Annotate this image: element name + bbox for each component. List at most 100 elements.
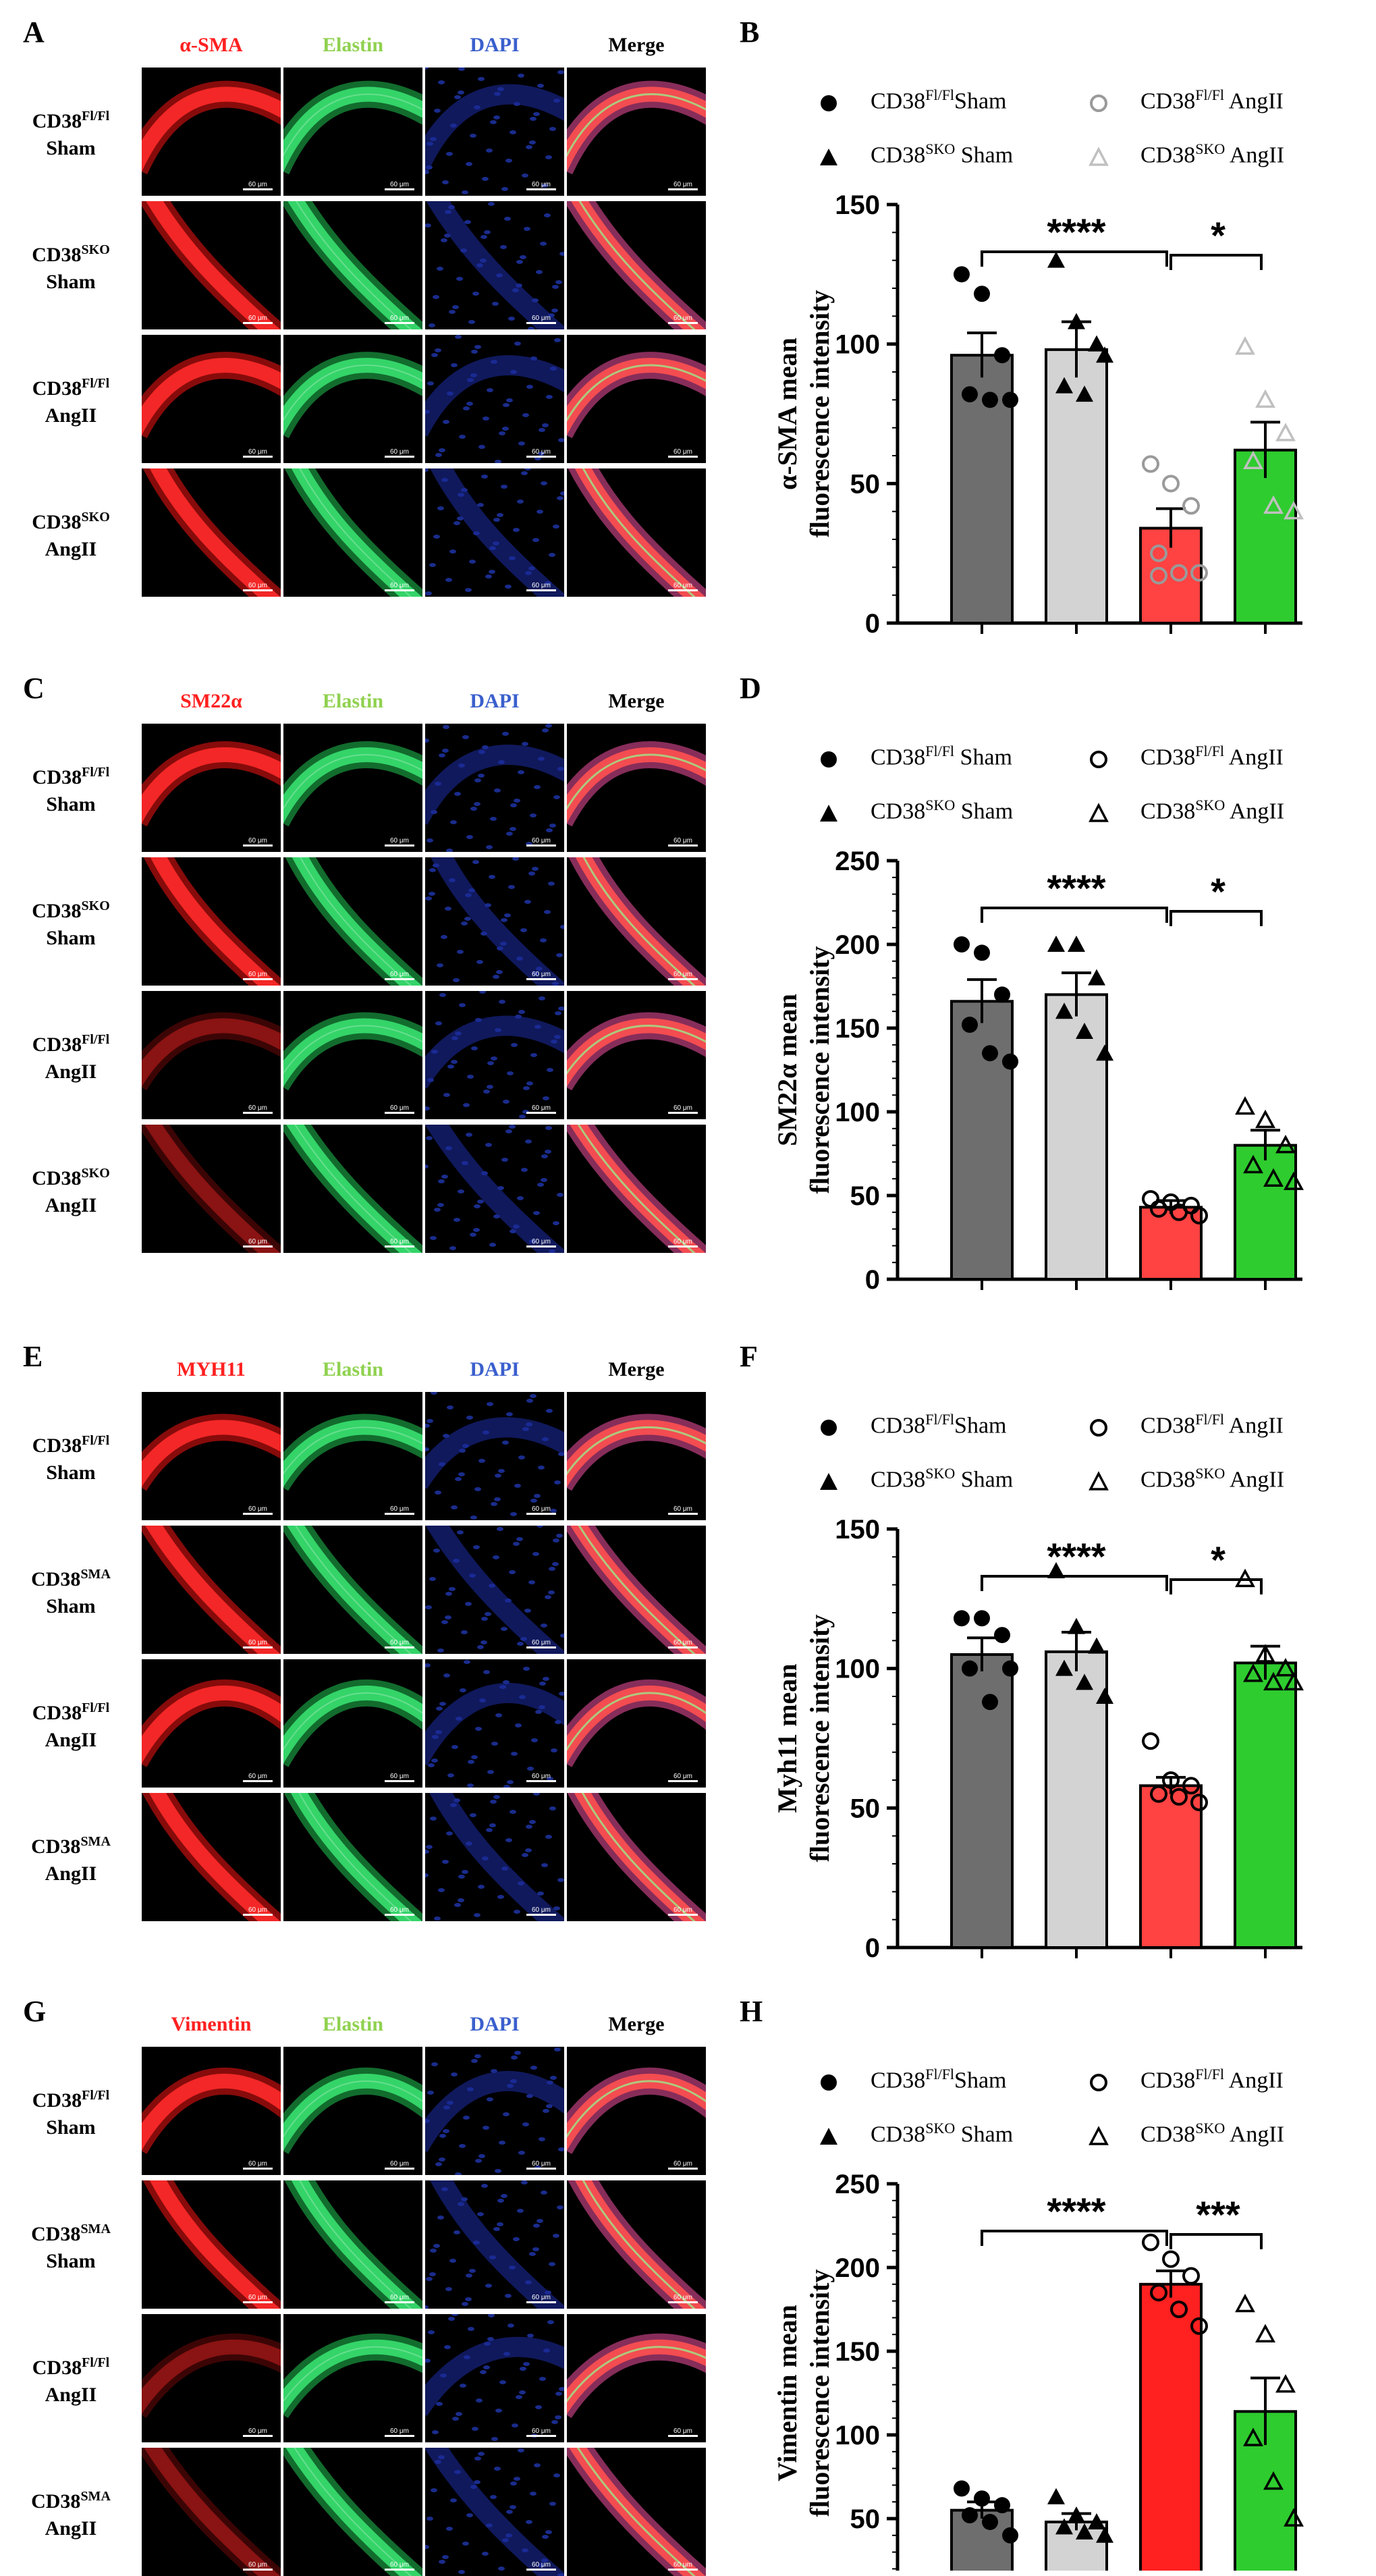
row-label-sup: Fl/Fl (82, 376, 110, 391)
data-point (1088, 1637, 1105, 1654)
scale-bar-label: 60 μm (248, 1773, 267, 1780)
y-tick-label: 250 (835, 847, 880, 876)
y-tick-label: 100 (835, 1098, 880, 1127)
legend-marker-icon (820, 148, 837, 165)
micrograph-image: 60 μm (283, 1526, 422, 1654)
scale-bar: 60 μm (668, 181, 698, 190)
scale-bar-label: 60 μm (532, 1906, 551, 1914)
legend-marker-icon (821, 95, 837, 111)
significance-label: *** (1196, 2193, 1240, 2236)
legend-label: CD38 (871, 799, 926, 824)
scale-bar-label: 60 μm (248, 1639, 267, 1646)
micrograph-image: 60 μm (283, 991, 422, 1119)
scale-bar-label: 60 μm (673, 837, 692, 844)
scale-bar-label: 60 μm (248, 2427, 267, 2435)
micrograph-image: 60 μm (425, 857, 564, 986)
data-point (1055, 1002, 1073, 1019)
row-label-condition: Sham (46, 793, 96, 815)
scale-bar-label: 60 μm (532, 315, 551, 322)
scale-bar: 60 μm (385, 1505, 414, 1515)
data-point (1150, 1200, 1167, 1218)
row-label-condition: Sham (46, 271, 96, 293)
data-point (962, 386, 978, 403)
legend-label-rest: AngII (1225, 142, 1285, 168)
scale-bar: 60 μm (385, 2561, 414, 2571)
micrograph-image: 60 μm (283, 2047, 422, 2175)
y-tick-label: 0 (865, 609, 880, 639)
legend-marker-icon (1090, 1418, 1107, 1437)
column-header: SM22α (180, 690, 242, 712)
bar (1234, 1144, 1297, 1281)
data-point (1255, 1644, 1275, 1663)
legend-marker-icon (1089, 2125, 1109, 2145)
legend-label-sup: Fl/Fl (1195, 86, 1225, 103)
row-label-base: CD38 (32, 2357, 82, 2379)
data-point (962, 1660, 978, 1677)
row-label: CD38SKO AngII (7, 1160, 135, 1219)
panel-letter: A (23, 16, 45, 49)
data-point (1243, 1154, 1263, 1174)
scale-bar-label: 60 μm (248, 837, 267, 844)
data-point (1142, 455, 1159, 473)
data-point (1170, 564, 1188, 582)
micrograph-image: 60 μm (425, 2047, 564, 2175)
data-point (962, 1017, 978, 1034)
column-header: DAPI (470, 1358, 520, 1380)
scale-bar: 60 μm (385, 1238, 414, 1247)
micrograph-image: 60 μm (425, 1526, 564, 1654)
data-point (994, 347, 1010, 364)
y-tick-label: 200 (835, 2253, 880, 2283)
micrograph-image: 60 μm (142, 991, 281, 1119)
legend-marker-icon (820, 2127, 837, 2145)
data-point (1235, 1096, 1255, 1115)
legend-label-rest: Sham (955, 2122, 1014, 2147)
legend-label-sup: Fl/Fl (1195, 2066, 1225, 2083)
legend-item: CD38Fl/Fl AngII (1086, 743, 1284, 772)
data-point (1235, 1568, 1255, 1588)
legend-label-rest: Sham (954, 2068, 1007, 2093)
data-point (1170, 2301, 1188, 2318)
row-label: CD38SMA AngII (7, 2483, 135, 2542)
legend-label: CD38 (1140, 1413, 1196, 1439)
scale-bar: 60 μm (526, 1639, 556, 1648)
micrograph-image: 60 μm (142, 2047, 281, 2175)
data-point (1284, 2508, 1304, 2527)
scale-bar-label: 60 μm (248, 1505, 267, 1513)
data-point (1243, 1663, 1263, 1682)
significance-bracket (1169, 910, 1263, 926)
legend-marker-icon (1089, 146, 1109, 166)
row-label-base: CD38 (32, 377, 82, 400)
data-point (1076, 385, 1093, 402)
data-point (1002, 1660, 1018, 1677)
data-point (1182, 497, 1200, 515)
row-label: CD38Fl/Fl Sham (7, 1427, 135, 1486)
legend-item: CD38SKO AngII (1086, 2120, 1284, 2149)
legend-item: CD38Fl/Fl AngII (1086, 2066, 1284, 2095)
scale-bar-label: 60 μm (390, 1104, 409, 1112)
legend-label: CD38 (871, 745, 926, 770)
scale-bar: 60 μm (385, 2427, 414, 2437)
scale-bar: 60 μm (526, 2561, 556, 2571)
y-tick-label: 50 (850, 1181, 881, 1211)
bar (950, 2508, 1014, 2571)
row-label-base: CD38 (32, 766, 82, 788)
micrograph-image: 60 μm (142, 1659, 281, 1788)
legend-label: CD38 (871, 2068, 926, 2093)
data-point (982, 392, 998, 408)
scale-bar-label: 60 μm (248, 1238, 267, 1245)
micrograph-image: 60 μm (142, 2448, 281, 2576)
data-point (1162, 1771, 1180, 1789)
significance-label: **** (1047, 2190, 1105, 2232)
scale-bar-label: 60 μm (673, 1639, 692, 1646)
data-point (1190, 564, 1208, 582)
significance-bracket (981, 907, 1168, 923)
micrograph-image: 60 μm (567, 991, 706, 1119)
legend-label-sup: Fl/Fl (925, 743, 955, 759)
legend-marker-icon (821, 2074, 837, 2091)
legend-marker-icon (1090, 2073, 1107, 2091)
scale-bar-label: 60 μm (673, 2294, 692, 2301)
scale-bar: 60 μm (385, 1639, 414, 1648)
micrograph-image: 60 μm (283, 201, 422, 329)
data-point (1068, 2506, 1085, 2523)
significance-label: **** (1047, 211, 1105, 253)
